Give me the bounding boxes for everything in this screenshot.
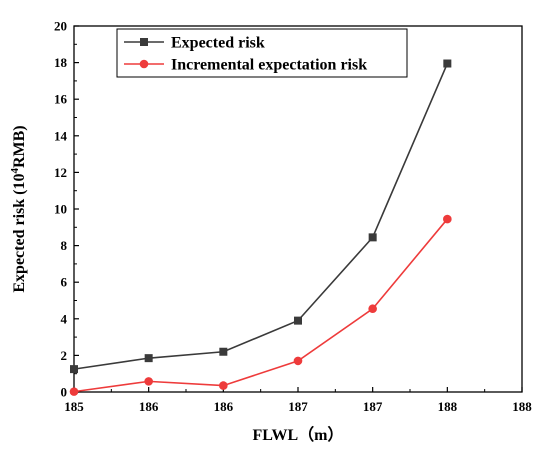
legend-marker — [139, 59, 149, 69]
series-1 — [70, 59, 452, 374]
y-tick-label: 18 — [54, 55, 68, 70]
y-tick-label: 14 — [54, 128, 68, 143]
y-tick-label: 20 — [54, 19, 67, 34]
series-line — [73, 218, 448, 393]
x-axis-title: FLWL（m） — [253, 426, 344, 444]
y-tick-label: 6 — [61, 275, 68, 290]
x-tick-label: 186 — [139, 399, 159, 414]
plot-frame — [73, 25, 523, 393]
series-line — [73, 63, 449, 370]
axes: 0 2 4 6 8 10 12 14 16 18 20 185 186 186 187 187 188 188 — [54, 19, 532, 415]
data-point — [368, 304, 377, 314]
legend: Expected risk Incremental expectation ris… — [116, 28, 408, 78]
data-point — [293, 356, 303, 366]
series-layer — [69, 59, 452, 396]
data-point — [219, 347, 228, 356]
y-tick-label: 16 — [54, 92, 68, 107]
legend-box — [116, 28, 408, 78]
legend-marker — [140, 38, 148, 46]
x-tick-label: 185 — [64, 399, 84, 414]
y-axis-title-main: Expected risk (10 — [11, 174, 28, 293]
y-axis-title-sup: 4 — [9, 168, 21, 174]
y-tick-label: 4 — [61, 311, 68, 326]
data-point — [368, 233, 377, 242]
data-point — [69, 387, 79, 396]
legend-label: Incremental expectation risk — [171, 57, 367, 74]
y-tick-label: 12 — [54, 165, 67, 180]
y-axis-title: Expected risk (104RMB) — [9, 125, 28, 292]
data-point — [443, 59, 452, 68]
x-tick-label: 188 — [512, 399, 532, 414]
y-tick-label: 0 — [61, 385, 68, 400]
x-tick-label: 187 — [288, 399, 308, 414]
data-point — [219, 381, 228, 390]
x-tick-label: 188 — [438, 399, 458, 414]
data-point — [144, 377, 153, 386]
data-point — [144, 354, 153, 363]
x-tick-label: 186 — [214, 399, 234, 414]
y-tick-label: 10 — [54, 202, 67, 217]
series-2 — [69, 214, 452, 396]
y-tick-label: 8 — [61, 238, 68, 253]
data-point — [294, 316, 302, 325]
data-point — [70, 365, 78, 374]
y-axis-title-end: RMB) — [11, 125, 28, 168]
data-point — [443, 214, 452, 224]
x-tick-label: 187 — [363, 399, 383, 414]
y-tick-label: 2 — [61, 348, 68, 363]
legend-label: Expected risk — [171, 35, 265, 52]
